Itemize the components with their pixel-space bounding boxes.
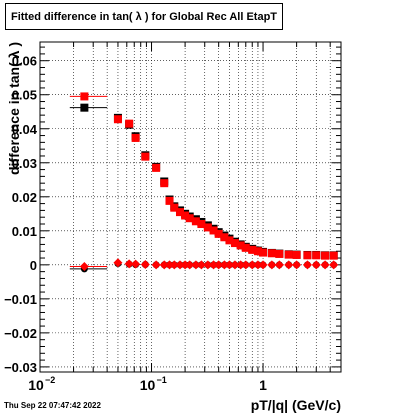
data-point-diamond [113, 258, 123, 268]
y-tick-label: 0.05 [12, 88, 37, 103]
data-point-square [80, 103, 89, 112]
data-point-diamond [274, 260, 284, 270]
x-tick-label: 10 [140, 377, 156, 393]
y-tick-label: 0.02 [12, 190, 37, 205]
data-point-diamond [292, 260, 302, 270]
data-point-diamond [320, 260, 330, 270]
data-point-square [185, 214, 194, 223]
data-point-square [214, 229, 223, 238]
data-point-square [160, 179, 169, 188]
y-tick-label: −0.01 [4, 292, 37, 307]
data-point-diamond [311, 260, 321, 270]
chart-title-box: Fitted difference in tan( λ ) for Global… [5, 3, 283, 30]
data-point-square [236, 241, 245, 250]
y-tick-label: −0.02 [4, 326, 37, 341]
series-1 [69, 92, 338, 260]
data-point-square [329, 251, 338, 260]
data-point-square [170, 203, 179, 212]
data-point-square [191, 217, 200, 226]
data-point-diamond [159, 260, 169, 270]
data-point-square [284, 250, 293, 259]
data-point-diamond [131, 259, 141, 269]
data-point-diamond [236, 260, 246, 270]
data-point-square [152, 163, 161, 172]
y-tick-label: 0 [30, 258, 37, 273]
x-axis-label: pT/|q| (GeV/c) [251, 397, 341, 413]
data-point-diamond [209, 260, 219, 270]
data-point-diamond [224, 260, 234, 270]
data-point-square [292, 250, 301, 259]
y-tick-label: 0.06 [12, 54, 37, 69]
chart-title: Fitted difference in tan( λ ) for Global… [10, 11, 278, 23]
data-point-diamond [169, 260, 179, 270]
x-tick-label: 10 [28, 377, 44, 393]
data-point-diamond [230, 260, 240, 270]
data-point-square [225, 236, 234, 245]
y-tick-label: 0.01 [12, 224, 37, 239]
timestamp: Thu Sep 22 07:47:42 2022 [4, 401, 101, 410]
data-point-square [175, 208, 184, 217]
grid-lines [39, 42, 342, 372]
data-series [69, 92, 339, 273]
y-tick-label: 0.04 [12, 122, 38, 137]
data-point-diamond [247, 260, 257, 270]
y-axis-label: difference in tan( λ ) [6, 42, 22, 175]
data-point-diamond [214, 260, 224, 270]
data-point-square [197, 220, 206, 229]
series-3 [69, 258, 339, 272]
data-point-square [241, 243, 250, 252]
data-point-diamond [219, 260, 229, 270]
x-tick-exponent: −2 [45, 375, 55, 385]
data-point-diamond [253, 260, 263, 270]
data-point-square [248, 245, 257, 254]
data-point-square [125, 119, 134, 128]
data-point-square [230, 239, 239, 248]
data-point-square [113, 115, 122, 124]
y-tick-label: 0.03 [12, 156, 37, 171]
y-tick-label: −0.03 [4, 360, 37, 375]
data-point-diamond [329, 260, 339, 270]
data-point-diamond [151, 260, 161, 270]
tick-labels: −0.03 −0.02 −0.01 0 0.01 0.02 0.03 0.04 0.05 0.06… [4, 54, 267, 393]
data-point-diamond [180, 260, 190, 270]
data-point-square [203, 223, 212, 232]
x-tick-label: 1 [259, 377, 267, 393]
data-point-diamond [140, 259, 150, 269]
x-tick-exponent: −1 [157, 375, 167, 385]
data-point-diamond [267, 260, 277, 270]
data-point-diamond [185, 260, 195, 270]
data-point-diamond [124, 259, 134, 269]
data-point-square [220, 233, 229, 242]
data-point-square [312, 251, 321, 260]
data-point-square [253, 247, 262, 256]
data-point-square [181, 211, 190, 220]
data-point-square [259, 248, 268, 257]
data-point-diamond [203, 260, 213, 270]
data-point-square [141, 152, 150, 161]
data-point-square [321, 251, 330, 260]
data-point-diamond [79, 262, 89, 272]
data-point-diamond [284, 260, 294, 270]
data-point-square [303, 251, 312, 260]
data-point-diamond [165, 260, 175, 270]
series-0 [69, 103, 338, 260]
axis-ticks [39, 42, 342, 372]
data-point-diamond [241, 260, 251, 270]
data-point-diamond [258, 260, 268, 270]
plot-frame [39, 41, 342, 373]
data-point-diamond [191, 260, 201, 270]
data-point-square [275, 249, 284, 258]
data-point-square [267, 249, 276, 258]
data-point-square [165, 196, 174, 205]
data-point-diamond [302, 260, 312, 270]
data-point-diamond [175, 260, 185, 270]
data-point-square [209, 226, 218, 235]
data-point-diamond [196, 260, 206, 270]
data-point-square [131, 133, 140, 142]
data-point-square [80, 92, 89, 101]
